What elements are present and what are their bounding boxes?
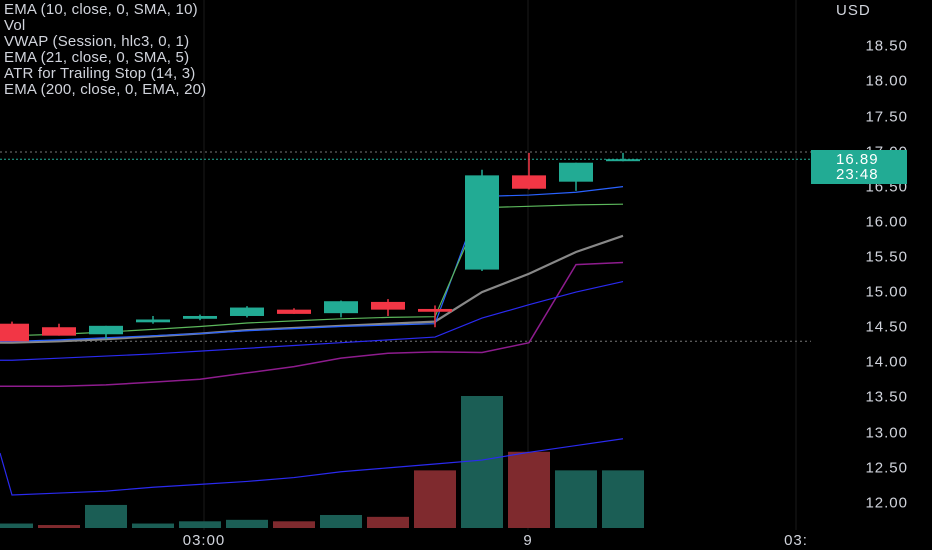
time-label: 03: (784, 532, 808, 549)
volume-bar (367, 516, 409, 528)
volume-bar (85, 504, 127, 528)
price-tick: 13.00 (865, 424, 908, 442)
volume-bar (0, 523, 33, 528)
volume-bar (179, 521, 221, 528)
volume-bar (273, 521, 315, 528)
ema200-line (0, 280, 624, 361)
atr-trailing-stop-line (0, 261, 624, 388)
price-tick: 18.50 (865, 37, 908, 55)
volume-bar (414, 470, 456, 528)
price-tick: 15.00 (865, 283, 908, 301)
candle-body (230, 307, 264, 316)
price-tick: 14.00 (865, 353, 908, 371)
volume-bar (602, 470, 644, 528)
volume-bar (320, 514, 362, 528)
price-tick: 12.50 (865, 459, 908, 477)
volume-bar (508, 451, 550, 528)
candle-body (136, 319, 170, 323)
price-tick: 15.50 (865, 248, 908, 266)
price-tick: 16.00 (865, 213, 908, 231)
candle-body (418, 308, 452, 312)
candle-body (183, 315, 217, 319)
currency-label[interactable]: USD (836, 2, 871, 19)
candle-body (324, 301, 358, 314)
candle-body (606, 159, 640, 162)
price-tick: 18.00 (865, 72, 908, 90)
time-label: 03:00 (182, 532, 226, 549)
volume-bar (555, 470, 597, 528)
candle-body (89, 325, 123, 335)
time-label: 9 (523, 532, 533, 549)
price-tick: 17.50 (865, 108, 908, 126)
volume-bar (132, 523, 174, 528)
ema10-line (0, 203, 624, 337)
candle-body (371, 301, 405, 310)
volume-bar (226, 519, 268, 528)
candle-body (465, 175, 499, 270)
candle-body (512, 175, 546, 189)
candle-body (559, 162, 593, 182)
price-tick: 14.50 (865, 318, 908, 336)
price-axis[interactable]: USD 18.50 18.00 17.50 17.00 16.50 16.00 … (811, 0, 932, 530)
ema21-line (0, 186, 624, 342)
candle-body (277, 309, 311, 314)
current-price-badge[interactable]: 16.89 23:48 (811, 150, 907, 184)
price-tick: 12.00 (865, 494, 908, 512)
volume-bar (38, 525, 80, 528)
price-tick: 13.50 (865, 388, 908, 406)
candle-body (42, 327, 76, 336)
volume-bar (461, 396, 503, 528)
volume-ma-line (0, 438, 624, 496)
bar-countdown: 23:48 (836, 166, 879, 183)
vwap-line (0, 234, 624, 344)
time-axis[interactable]: 03:00 9 03: (0, 530, 932, 550)
current-price-value: 16.89 (836, 151, 879, 168)
candle-body (0, 323, 29, 342)
